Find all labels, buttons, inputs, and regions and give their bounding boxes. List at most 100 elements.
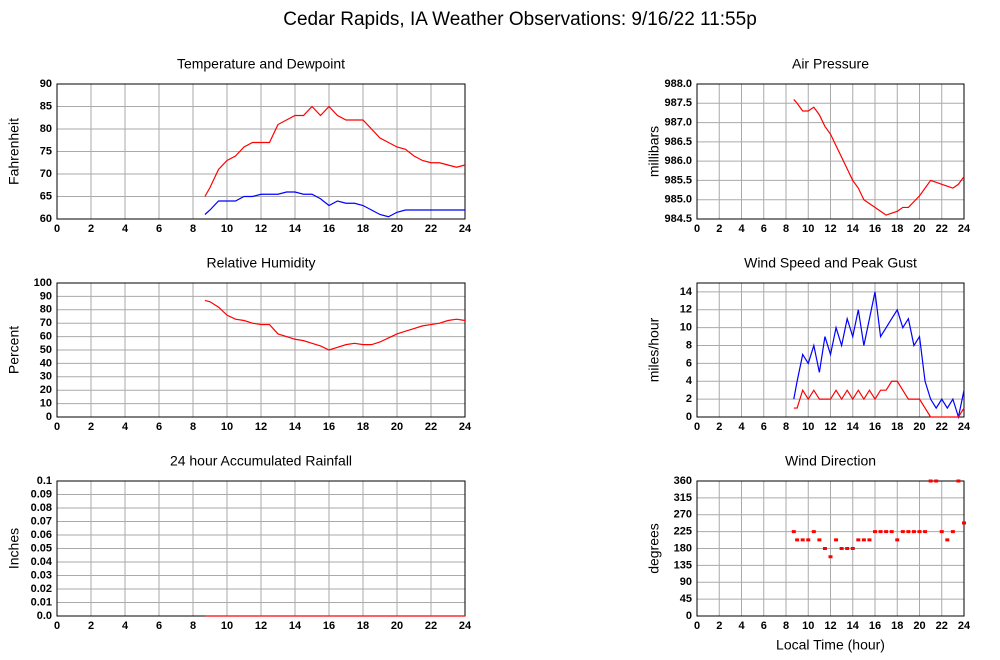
data-point <box>817 538 822 542</box>
x-tick-label: 6 <box>156 620 162 632</box>
y-tick-label: 0.03 <box>31 569 52 581</box>
y-tick-label: 0 <box>686 411 692 423</box>
y-tick-label: 0.05 <box>31 542 52 554</box>
y-tick-label: 0.01 <box>31 596 52 608</box>
x-tick-label: 10 <box>802 421 814 433</box>
x-tick-label: 16 <box>869 421 881 433</box>
x-tick-label: 24 <box>958 223 971 235</box>
y-tick-label: 988.0 <box>664 78 692 90</box>
data-point <box>791 530 796 534</box>
x-tick-label: 24 <box>459 421 472 433</box>
x-tick-label: 16 <box>869 223 881 235</box>
data-line <box>204 299 466 351</box>
data-point <box>950 530 955 534</box>
x-tick-label: 8 <box>783 620 789 632</box>
x-tick-label: 2 <box>88 223 94 235</box>
y-axis-label: degrees <box>646 523 662 574</box>
data-point <box>911 530 916 534</box>
y-tick-label: 80 <box>40 304 52 316</box>
x-tick-label: 22 <box>936 223 948 235</box>
x-tick-label: 22 <box>936 421 948 433</box>
y-tick-label: 10 <box>40 398 52 410</box>
y-tick-label: 85 <box>40 100 52 112</box>
y-tick-label: 6 <box>686 357 692 369</box>
data-point <box>939 530 944 534</box>
page-title: Cedar Rapids, IA Weather Observations: 9… <box>283 9 757 30</box>
y-tick-label: 70 <box>40 168 52 180</box>
y-tick-label: 0 <box>686 610 692 622</box>
x-tick-label: 14 <box>289 421 302 433</box>
y-tick-label: 40 <box>40 357 52 369</box>
x-tick-label: 18 <box>891 223 903 235</box>
data-line <box>793 380 965 418</box>
y-tick-label: 0.04 <box>31 556 53 568</box>
y-tick-label: 987.5 <box>664 97 692 109</box>
x-tick-label: 22 <box>425 223 437 235</box>
x-tick-label: 14 <box>847 223 860 235</box>
x-tick-label: 8 <box>190 223 196 235</box>
x-tick-label: 22 <box>425 620 437 632</box>
y-tick-label: 90 <box>680 576 692 588</box>
data-point <box>945 538 950 542</box>
x-tick-label: 8 <box>190 421 196 433</box>
y-tick-label: 987.0 <box>664 116 692 128</box>
x-tick-label: 12 <box>824 620 836 632</box>
y-tick-label: 80 <box>40 123 52 135</box>
x-tick-label: 2 <box>88 620 94 632</box>
x-tick-label: 6 <box>761 620 767 632</box>
data-point <box>867 538 872 542</box>
data-point <box>861 538 866 542</box>
data-point <box>962 521 966 525</box>
data-point <box>956 479 961 483</box>
x-tick-label: 8 <box>783 223 789 235</box>
data-point <box>845 547 850 550</box>
chart-title: Wind Direction <box>785 453 876 469</box>
y-tick-label: 985.5 <box>664 174 692 186</box>
data-line <box>793 99 965 216</box>
x-tick-label: 12 <box>824 421 836 433</box>
y-tick-label: 2 <box>686 393 692 405</box>
data-point <box>928 479 933 483</box>
chart-title: Relative Humidity <box>207 255 316 271</box>
x-tick-label: 14 <box>847 620 860 632</box>
y-tick-label: 225 <box>674 526 692 538</box>
y-axis-label: millibars <box>646 126 662 177</box>
x-tick-label: 12 <box>255 421 267 433</box>
y-tick-label: 0.07 <box>31 515 52 527</box>
data-point <box>878 530 883 534</box>
x-tick-label: 6 <box>156 421 162 433</box>
y-tick-label: 30 <box>40 371 52 383</box>
x-tick-label: 8 <box>783 421 789 433</box>
y-tick-label: 75 <box>40 145 52 157</box>
x-tick-label: 2 <box>716 620 722 632</box>
x-tick-label: 2 <box>716 223 722 235</box>
y-tick-label: 0.02 <box>31 583 52 595</box>
chart-title: Temperature and Dewpoint <box>177 56 345 72</box>
y-tick-label: 0.09 <box>31 488 52 500</box>
x-tick-label: 16 <box>869 620 881 632</box>
x-tick-label: 4 <box>738 223 745 235</box>
y-tick-label: 0.1 <box>37 475 52 487</box>
x-tick-label: 22 <box>936 620 948 632</box>
data-point <box>917 530 922 534</box>
y-tick-label: 20 <box>40 384 52 396</box>
data-point <box>923 530 928 534</box>
x-tick-label: 20 <box>913 421 925 433</box>
x-tick-label: 6 <box>761 421 767 433</box>
x-tick-label: 20 <box>391 620 403 632</box>
y-tick-label: 0.08 <box>31 502 52 514</box>
x-tick-label: 10 <box>802 620 814 632</box>
x-tick-label: 0 <box>694 421 700 433</box>
y-tick-label: 90 <box>40 290 52 302</box>
y-tick-label: 270 <box>674 509 692 521</box>
x-tick-label: 16 <box>323 421 335 433</box>
x-tick-label: 24 <box>459 620 472 632</box>
y-tick-label: 10 <box>680 322 692 334</box>
y-tick-label: 100 <box>34 277 52 289</box>
data-point <box>889 530 894 534</box>
x-tick-label: 12 <box>255 223 267 235</box>
x-tick-label: 4 <box>738 620 745 632</box>
y-tick-label: 65 <box>40 190 52 202</box>
y-tick-label: 12 <box>680 304 692 316</box>
